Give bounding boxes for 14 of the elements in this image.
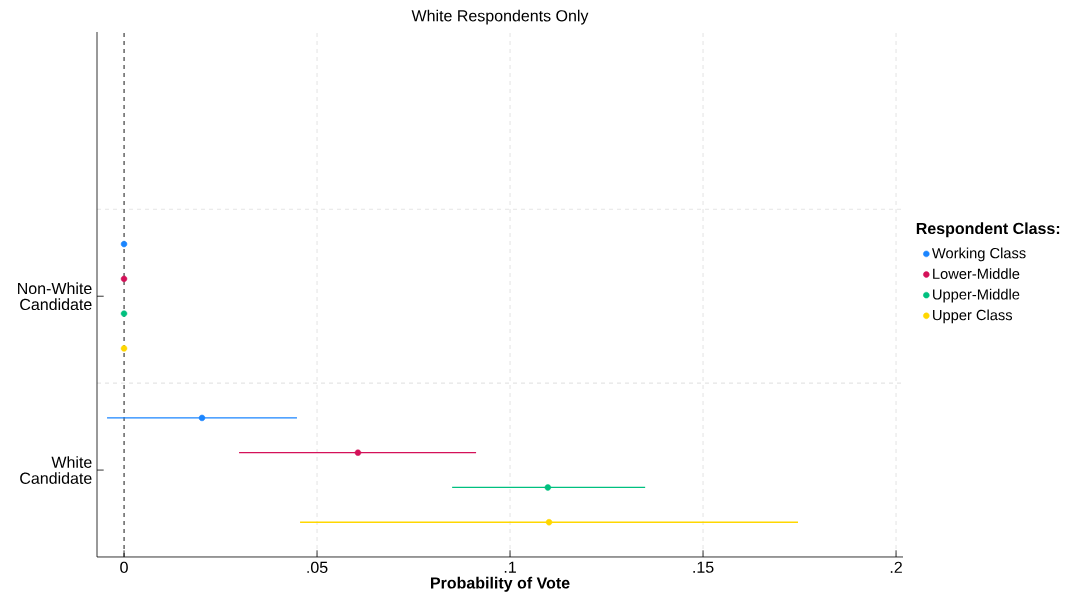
x-axis-title: Probability of Vote [430, 576, 570, 592]
x-tick-label: .1 [504, 561, 516, 573]
x-tick-label: .05 [307, 561, 328, 574]
y-tick-label: Non-White Candidate [18, 282, 92, 311]
y-tick-label: White Candidate [20, 456, 92, 484]
legend-label: Upper-Middle [933, 288, 1020, 303]
legend-label: Working Class [931, 247, 1026, 262]
legend-label: Lower-Middle [933, 268, 1020, 279]
legend-label: Upper Class [933, 309, 1013, 324]
x-tick-label: 0 [120, 561, 128, 574]
chart-title: White Respondents Only [411, 9, 589, 25]
x-tick-label: .2 [890, 561, 902, 573]
x-tick-label: .15 [693, 561, 714, 573]
legend-title: Respondent Class: [916, 222, 1060, 238]
